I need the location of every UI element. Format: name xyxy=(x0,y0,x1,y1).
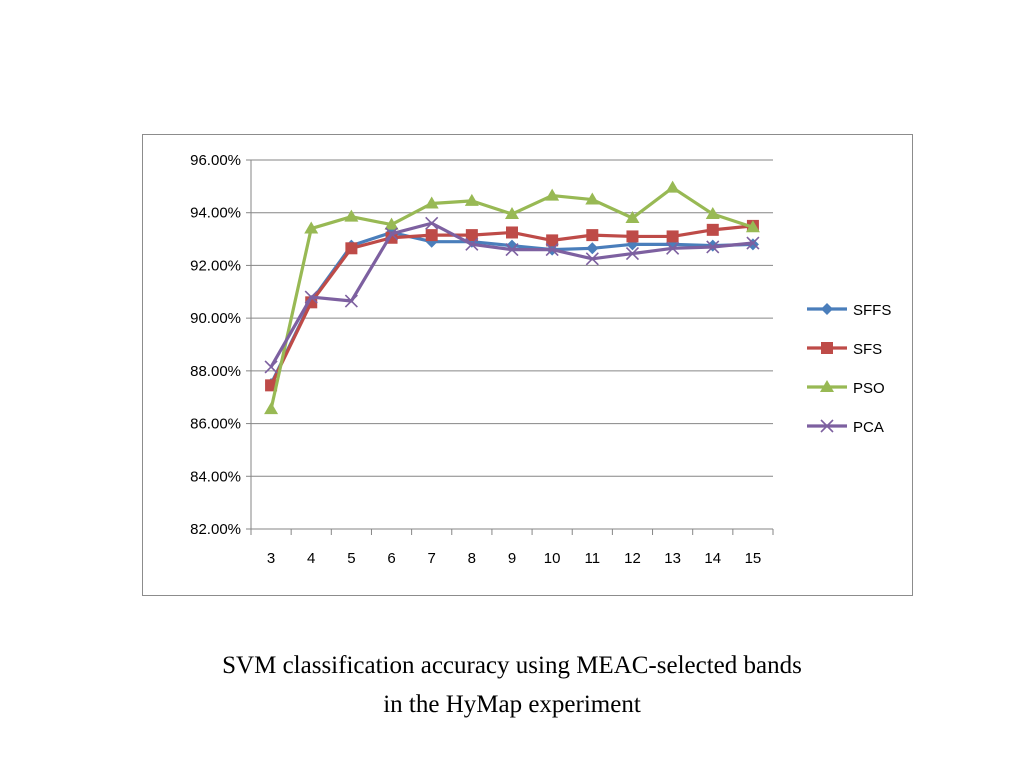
point-pso xyxy=(424,196,439,209)
point-pca xyxy=(344,294,358,308)
point-sfs xyxy=(425,229,438,242)
legend-marker-pca xyxy=(820,419,834,433)
legend-label-pso: PSO xyxy=(853,380,885,397)
xtick-label: 9 xyxy=(508,550,516,567)
point-sfs xyxy=(626,230,639,243)
ytick-label: 84.00% xyxy=(190,468,241,485)
point-sfs xyxy=(706,223,719,236)
marker-x-stroke xyxy=(304,290,318,304)
series-group xyxy=(264,180,760,415)
point-pca xyxy=(706,240,720,254)
point-pca xyxy=(304,290,318,304)
marker-x-stroke xyxy=(505,243,519,257)
legend-item-pso: PSO xyxy=(807,380,885,397)
marker-x-stroke xyxy=(344,294,358,308)
xtick-label: 15 xyxy=(745,550,762,567)
point-pca xyxy=(505,243,519,257)
point-sfs xyxy=(666,230,679,243)
series-pso xyxy=(264,180,760,415)
marker-x-stroke xyxy=(545,243,559,257)
point-pca xyxy=(465,237,479,251)
point-pca xyxy=(666,241,680,255)
xtick-label: 10 xyxy=(544,550,561,567)
legend-label-sffs: SFFS xyxy=(853,302,891,319)
point-pso xyxy=(464,193,479,206)
marker-x-stroke xyxy=(264,360,278,374)
legend-item-sffs: SFFS xyxy=(807,302,891,319)
point-pca xyxy=(264,360,278,374)
ytick-label: 88.00% xyxy=(190,363,241,380)
chart-frame: 82.00% 84.00% 86.00% 88.00% 90.00% 92.00% 94.0… xyxy=(142,134,913,596)
point-pso xyxy=(384,217,399,230)
point-pca xyxy=(545,243,559,257)
marker-x-stroke xyxy=(384,227,399,241)
point-pso xyxy=(665,180,680,193)
marker-x-stroke xyxy=(706,240,720,254)
legend-marker-sfs xyxy=(821,342,833,354)
series-line-sffs xyxy=(269,230,753,385)
point-pca xyxy=(625,247,640,261)
xtick-label: 4 xyxy=(307,550,315,567)
point-pso xyxy=(745,220,760,233)
marker-x-stroke xyxy=(666,241,680,255)
point-sfs xyxy=(506,226,518,239)
point-pca xyxy=(425,216,439,230)
axes: 82.00% 84.00% 86.00% 88.00% 90.00% 92.00% 94.0… xyxy=(190,152,774,567)
caption-line-2: in the HyMap experiment xyxy=(383,691,641,718)
xtick-label: 12 xyxy=(624,550,641,567)
ytick-label: 90.00% xyxy=(190,310,241,327)
xtick-label: 13 xyxy=(664,550,681,567)
xtick-label: 6 xyxy=(387,550,395,567)
marker-x-stroke xyxy=(425,216,439,230)
point-sfs xyxy=(546,234,559,247)
legend-marker-sffs xyxy=(821,303,833,315)
series-pca xyxy=(264,216,760,374)
xtick-label: 3 xyxy=(267,550,275,567)
point-pca xyxy=(384,227,399,241)
point-pca xyxy=(746,236,760,250)
point-sfs xyxy=(345,242,358,255)
point-pso xyxy=(705,207,720,220)
figure-caption: SVM classification accuracy using MEAC-s… xyxy=(0,646,1024,724)
ytick-label: 96.00% xyxy=(190,152,241,169)
point-pso xyxy=(545,188,560,201)
series-line-pso xyxy=(269,186,754,410)
marker-x-stroke xyxy=(585,252,599,266)
point-pso xyxy=(585,192,600,205)
xtick-label: 14 xyxy=(704,550,721,567)
legend-label-pca: PCA xyxy=(853,419,884,436)
marker-x-stroke xyxy=(820,419,834,433)
marker-x-stroke xyxy=(625,247,640,261)
ytick-label: 92.00% xyxy=(190,257,241,274)
legend-marker-pso xyxy=(820,380,834,392)
point-pso xyxy=(344,209,359,222)
point-pso xyxy=(625,210,640,223)
legend-item-sfs: SFS xyxy=(807,341,882,358)
ytick-label: 82.00% xyxy=(190,521,241,538)
xtick-label: 11 xyxy=(585,550,601,567)
ytick-label: 86.00% xyxy=(190,416,241,433)
marker-x-stroke xyxy=(746,236,760,250)
point-sffs xyxy=(586,242,599,255)
xtick-label: 7 xyxy=(428,550,436,567)
point-pso xyxy=(304,221,319,234)
ytick-label: 94.00% xyxy=(190,205,241,222)
point-sfs xyxy=(586,229,599,242)
point-pso xyxy=(505,207,519,220)
xtick-label: 5 xyxy=(347,550,355,567)
point-pso xyxy=(264,402,279,415)
caption-line-1: SVM classification accuracy using MEAC-s… xyxy=(222,652,802,679)
legend-item-pca: PCA xyxy=(807,419,884,436)
marker-x-stroke xyxy=(465,237,479,251)
point-sfs xyxy=(465,229,478,242)
legend: SFFS SFS PSO PCA xyxy=(807,302,891,436)
xtick-label: 8 xyxy=(468,550,476,567)
point-pca xyxy=(585,252,599,266)
line-chart: 82.00% 84.00% 86.00% 88.00% 90.00% 92.00% 94.0… xyxy=(190,152,891,567)
legend-label-sfs: SFS xyxy=(853,341,882,358)
